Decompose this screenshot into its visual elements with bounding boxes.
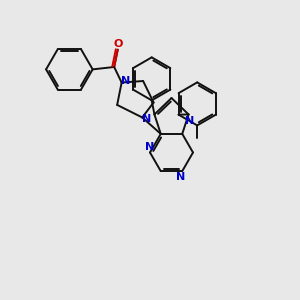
Text: N: N <box>146 142 154 152</box>
Text: N: N <box>142 114 151 124</box>
Text: N: N <box>185 116 195 126</box>
Text: N: N <box>121 76 130 86</box>
Text: N: N <box>176 172 185 182</box>
Text: O: O <box>113 39 123 49</box>
